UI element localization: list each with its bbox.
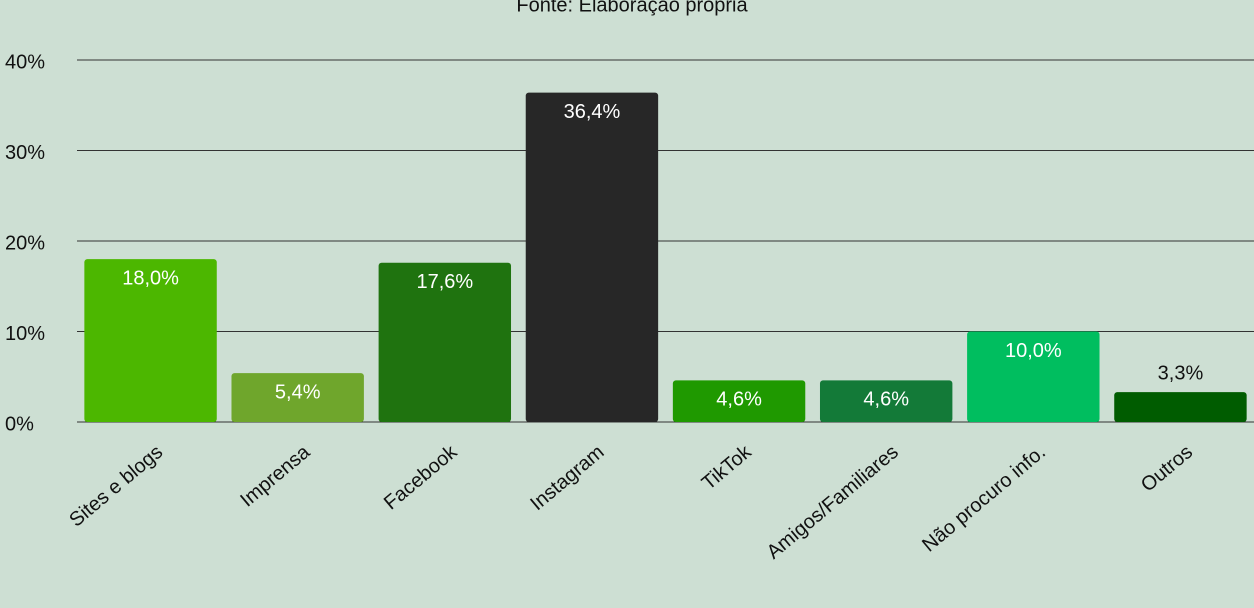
x-tick-label: Sites e blogs [65, 441, 167, 531]
x-tick-label: Outros [1137, 441, 1197, 496]
bar [819, 380, 953, 422]
x-tick-label: Facebook [380, 440, 462, 514]
y-tick-label: 10% [5, 323, 45, 345]
bar [967, 331, 1100, 422]
bar [672, 380, 806, 422]
bar [231, 373, 364, 422]
value-label: 4,6% [716, 389, 762, 411]
bar [1114, 392, 1247, 422]
x-tick-label: Amigos/Familiares [763, 441, 903, 564]
value-label: 36,4% [564, 101, 621, 123]
value-label: 10,0% [1005, 340, 1062, 362]
y-tick-label: 40% [5, 51, 45, 73]
value-label: 3,3% [1158, 362, 1204, 384]
x-tick-label: Imprensa [236, 440, 315, 511]
value-label: 4,6% [863, 389, 909, 411]
x-tick-label: Instagram [526, 441, 608, 515]
value-label: 17,6% [416, 271, 473, 293]
value-label: 5,4% [275, 381, 321, 403]
y-tick-label: 0% [5, 413, 34, 435]
x-tick-label: Não procuro info. [918, 441, 1050, 556]
chart-subtitle: Fonte: Elaboração própria [516, 0, 748, 16]
value-label: 18,0% [122, 267, 179, 289]
bar [84, 259, 217, 422]
bar [378, 262, 512, 422]
bar [525, 92, 659, 422]
x-tick-label: TikTok [698, 440, 757, 494]
y-tick-label: 20% [5, 232, 45, 254]
y-tick-label: 30% [5, 142, 45, 164]
